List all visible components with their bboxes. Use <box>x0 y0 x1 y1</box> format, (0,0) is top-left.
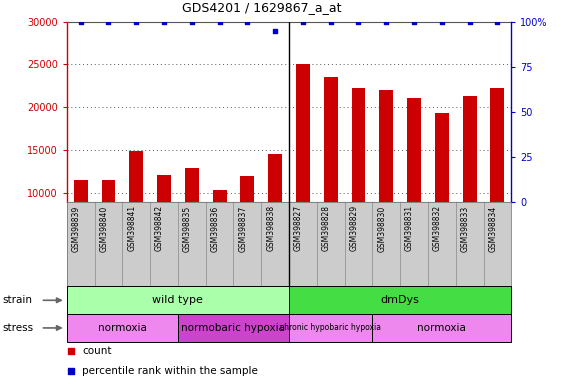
Point <box>354 18 363 25</box>
Text: chronic hypobaric hypoxia: chronic hypobaric hypoxia <box>280 323 381 333</box>
Bar <box>490 88 504 279</box>
Bar <box>289 286 511 314</box>
Text: percentile rank within the sample: percentile rank within the sample <box>83 366 258 376</box>
Bar <box>178 314 289 342</box>
Point <box>67 348 76 354</box>
Bar <box>289 314 372 342</box>
Text: GSM398829: GSM398829 <box>350 205 358 252</box>
Point <box>159 18 168 25</box>
Text: GSM398831: GSM398831 <box>405 205 414 252</box>
Point <box>215 18 224 25</box>
Bar <box>67 314 178 342</box>
Point <box>271 28 280 34</box>
Text: GSM398832: GSM398832 <box>433 205 442 252</box>
Point <box>132 18 141 25</box>
Text: GSM398837: GSM398837 <box>238 205 248 252</box>
Bar <box>462 96 476 279</box>
Text: GSM398841: GSM398841 <box>127 205 137 252</box>
Point <box>437 18 446 25</box>
Text: count: count <box>83 346 112 356</box>
Text: GSM398827: GSM398827 <box>294 205 303 252</box>
Bar <box>352 88 365 279</box>
Point <box>382 18 391 25</box>
Text: strain: strain <box>3 295 33 305</box>
Bar <box>407 98 421 279</box>
Text: normoxia: normoxia <box>417 323 467 333</box>
Bar <box>435 113 449 279</box>
Text: wild type: wild type <box>152 295 203 305</box>
Bar <box>102 180 116 279</box>
Bar <box>157 175 171 279</box>
Bar <box>268 154 282 279</box>
Text: dmDys: dmDys <box>381 295 419 305</box>
Text: GSM398836: GSM398836 <box>210 205 220 252</box>
Bar <box>67 286 289 314</box>
Point <box>187 18 196 25</box>
Point <box>326 18 335 25</box>
Text: normoxia: normoxia <box>98 323 147 333</box>
Text: normobaric hypoxia: normobaric hypoxia <box>181 323 285 333</box>
Text: GSM398840: GSM398840 <box>99 205 109 252</box>
Text: GSM398834: GSM398834 <box>489 205 497 252</box>
Bar <box>185 169 199 279</box>
Bar <box>379 90 393 279</box>
Bar <box>130 151 143 279</box>
Point <box>243 18 252 25</box>
Bar <box>213 190 227 279</box>
Point <box>298 18 307 25</box>
Bar <box>296 65 310 279</box>
Text: GSM398835: GSM398835 <box>183 205 192 252</box>
Point <box>493 18 502 25</box>
Text: GSM398830: GSM398830 <box>377 205 386 252</box>
Bar <box>74 180 88 279</box>
Point <box>465 18 474 25</box>
Text: GSM398839: GSM398839 <box>71 205 81 252</box>
Bar <box>241 176 254 279</box>
Point <box>410 18 419 25</box>
Text: GSM398838: GSM398838 <box>266 205 275 252</box>
Point <box>76 18 85 25</box>
Text: GSM398842: GSM398842 <box>155 205 164 252</box>
Text: GSM398833: GSM398833 <box>461 205 469 252</box>
Text: GDS4201 / 1629867_a_at: GDS4201 / 1629867_a_at <box>182 1 341 14</box>
Text: GSM398828: GSM398828 <box>322 205 331 252</box>
Point <box>67 367 76 374</box>
Point <box>104 18 113 25</box>
Text: stress: stress <box>3 323 34 333</box>
Bar <box>372 314 511 342</box>
Bar <box>324 76 338 279</box>
